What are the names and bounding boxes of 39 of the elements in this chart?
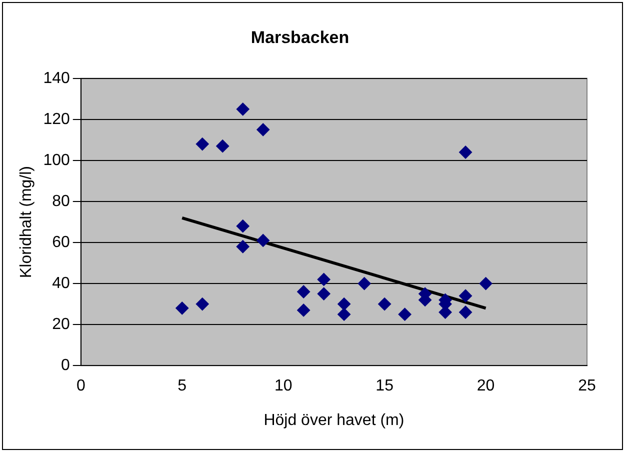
point: [358, 277, 371, 290]
point: [378, 298, 392, 311]
y-tick-label: 0: [60, 357, 70, 374]
point: [338, 298, 351, 311]
x-tick-label: 15: [376, 378, 394, 395]
y-axis-title: Kloridhalt (mg/l): [18, 166, 36, 278]
x-tick-label: 10: [274, 378, 292, 395]
x-tick-label: 20: [476, 378, 495, 395]
point: [459, 289, 472, 302]
point: [338, 308, 351, 321]
point: [176, 302, 189, 315]
x-axis-title: Höjd över havet (m): [264, 412, 404, 429]
x-tick-label: 25: [578, 378, 596, 395]
x-tick-label: 0: [76, 378, 86, 395]
point: [256, 234, 270, 247]
chart-title: Marsbacken: [250, 28, 350, 47]
point: [459, 146, 472, 159]
point: [398, 308, 412, 321]
point: [236, 220, 250, 233]
point: [196, 298, 209, 311]
x-tick-label: 5: [178, 378, 187, 395]
point: [216, 140, 230, 153]
point: [297, 304, 310, 317]
point: [256, 123, 270, 136]
y-tick-label: 20: [52, 316, 70, 333]
y-tick-label: 60: [52, 234, 70, 251]
point: [236, 240, 250, 254]
point: [479, 277, 492, 290]
y-tick-label: 100: [43, 152, 70, 169]
point: [459, 306, 472, 319]
y-tick-label: 80: [52, 192, 70, 210]
y-tick-label: 120: [43, 110, 70, 128]
point: [317, 287, 330, 300]
y-tick-label: 140: [43, 70, 70, 87]
point: [236, 102, 250, 116]
point: [317, 272, 330, 286]
point: [196, 138, 209, 151]
point: [297, 285, 310, 298]
y-tick-label: 40: [52, 274, 70, 292]
